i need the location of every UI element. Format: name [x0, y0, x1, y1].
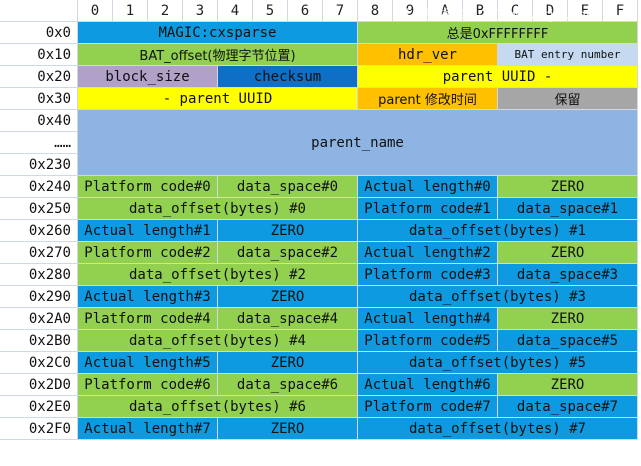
field-cell: ZERO [498, 176, 638, 198]
field-cell: Platform code#4 [78, 308, 218, 330]
column-header: 8 [358, 0, 393, 22]
column-header: 1 [113, 0, 148, 22]
row-offset-label: 0x240 [0, 176, 78, 198]
column-header: D [533, 0, 568, 22]
row-offset-label: 0x2C0 [0, 352, 78, 374]
field-cell: block_size [78, 66, 218, 88]
field-cell: hdr_ver [358, 44, 498, 66]
row-offset-label: 0x2E0 [0, 396, 78, 418]
field-cell: 保留 [498, 88, 638, 110]
column-header: 2 [148, 0, 183, 22]
field-cell: parent UUID - [358, 66, 638, 88]
field-cell: BAT_offset(物理字节位置) [78, 44, 358, 66]
field-cell: data_offset(bytes) #2 [78, 264, 358, 286]
row-offset-label: 0x10 [0, 44, 78, 66]
column-header: C [498, 0, 533, 22]
field-cell: Actual length#0 [358, 176, 498, 198]
column-header: F [603, 0, 638, 22]
field-cell: Actual length#6 [358, 374, 498, 396]
column-header: 9 [393, 0, 428, 22]
field-cell: checksum [218, 66, 358, 88]
field-cell: Platform code#3 [358, 264, 498, 286]
field-cell: data_offset(bytes) #6 [78, 396, 358, 418]
field-cell: BAT entry number [498, 44, 638, 66]
field-cell: data_space#2 [218, 242, 358, 264]
field-cell: data_space#4 [218, 308, 358, 330]
field-cell: 总是0xFFFFFFFF [358, 22, 638, 44]
field-cell: Actual length#3 [78, 286, 218, 308]
field-cell: Platform code#2 [78, 242, 218, 264]
field-cell: Actual length#2 [358, 242, 498, 264]
field-cell: data_space#0 [218, 176, 358, 198]
column-header: 6 [288, 0, 323, 22]
column-header: 7 [323, 0, 358, 22]
field-cell: data_offset(bytes) #0 [78, 198, 358, 220]
field-cell: data_offset(bytes) #4 [78, 330, 358, 352]
field-cell: Platform code#0 [78, 176, 218, 198]
row-offset-label: 0x250 [0, 198, 78, 220]
column-header: 4 [218, 0, 253, 22]
row-offset-label: 0x30 [0, 88, 78, 110]
field-cell: data_offset(bytes) #7 [358, 418, 638, 440]
field-cell: Actual length#1 [78, 220, 218, 242]
row-offset-label: 0x2F0 [0, 418, 78, 440]
row-offset-label: 0x2A0 [0, 308, 78, 330]
row-offset-label: 0x280 [0, 264, 78, 286]
field-cell: parent 修改时间 [358, 88, 498, 110]
field-cell: MAGIC:cxsparse [78, 22, 358, 44]
field-cell: Actual length#7 [78, 418, 218, 440]
row-offset-label: 0x230 [0, 154, 78, 176]
field-cell: Actual length#4 [358, 308, 498, 330]
field-cell: data_space#5 [498, 330, 638, 352]
row-offset-label: 0x20 [0, 66, 78, 88]
field-cell: ZERO [498, 242, 638, 264]
column-header: 0 [78, 0, 113, 22]
column-header: B [463, 0, 498, 22]
field-cell: data_space#3 [498, 264, 638, 286]
row-offset-label: …… [0, 132, 78, 154]
header-corner [0, 0, 78, 22]
column-header: E [568, 0, 603, 22]
field-cell: data_offset(bytes) #1 [358, 220, 638, 242]
field-cell: ZERO [218, 286, 358, 308]
row-offset-label: 0x290 [0, 286, 78, 308]
field-cell: Platform code#5 [358, 330, 498, 352]
row-offset-label: 0x270 [0, 242, 78, 264]
field-cell: ZERO [218, 352, 358, 374]
field-cell: ZERO [498, 374, 638, 396]
field-cell: data_space#7 [498, 396, 638, 418]
column-header: A [428, 0, 463, 22]
field-cell: parent_name [78, 110, 638, 176]
field-cell: data_offset(bytes) #3 [358, 286, 638, 308]
field-cell: ZERO [498, 308, 638, 330]
column-header: 3 [183, 0, 218, 22]
field-cell: ZERO [218, 418, 358, 440]
field-cell: Platform code#6 [78, 374, 218, 396]
field-cell: data_offset(bytes) #5 [358, 352, 638, 374]
field-cell: data_space#6 [218, 374, 358, 396]
field-cell: Platform code#1 [358, 198, 498, 220]
row-offset-label: 0x2B0 [0, 330, 78, 352]
field-cell: - parent UUID [78, 88, 358, 110]
column-header: 5 [253, 0, 288, 22]
row-offset-label: 0x2D0 [0, 374, 78, 396]
row-offset-label: 0x40 [0, 110, 78, 132]
field-cell: Platform code#7 [358, 396, 498, 418]
field-cell: data_space#1 [498, 198, 638, 220]
field-cell: Actual length#5 [78, 352, 218, 374]
row-offset-label: 0x0 [0, 22, 78, 44]
field-cell: ZERO [218, 220, 358, 242]
row-offset-label: 0x260 [0, 220, 78, 242]
